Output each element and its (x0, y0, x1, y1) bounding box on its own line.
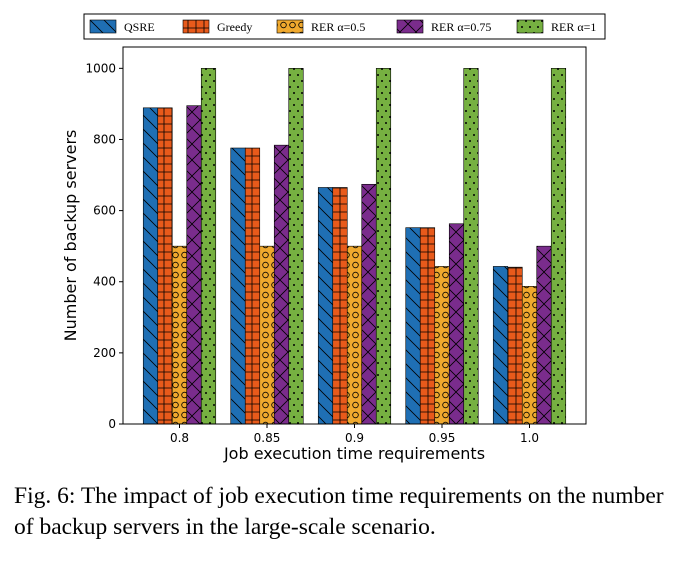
bar-hatch (200, 68, 217, 425)
y-tick-label: 600 (93, 204, 116, 218)
plot-area: 0 200 400 600 800 1000 0.8 0.85 0.9 0.95 1.0 (85, 46, 587, 445)
legend-swatch-hatch (182, 19, 210, 34)
bar-hatch (142, 107, 159, 425)
bar-hatch (244, 147, 261, 425)
bar-hatch (171, 245, 188, 425)
bar-hatch (317, 187, 334, 425)
x-tick-label: 0.8 (170, 431, 189, 445)
bar-hatch (332, 187, 348, 425)
bar-hatch (463, 68, 479, 425)
x-tick-label: 1.0 (520, 431, 539, 445)
bar-hatch (259, 245, 275, 425)
y-tick-label: 0 (108, 417, 116, 431)
bar-hatch (536, 245, 552, 425)
bar-hatch (419, 227, 436, 425)
bar-hatch (361, 183, 377, 425)
bar-chart: QSRE Greedy RER α=0.5 RER α=0.75 RER α=1 0 20… (61, 13, 606, 463)
bar-hatch (157, 107, 173, 425)
bar-hatch (550, 68, 567, 425)
bar-hatch (507, 266, 523, 425)
y-tick-label: 800 (93, 132, 116, 146)
bar-hatch (521, 286, 538, 425)
bar-hatch (448, 223, 465, 425)
y-tick-label: 400 (93, 275, 116, 289)
legend-swatch-hatch (276, 19, 304, 34)
bar-hatch (346, 245, 363, 425)
bar-hatch (405, 227, 421, 425)
legend-swatch-hatch (89, 19, 117, 34)
legend-label: RER α=1 (551, 20, 596, 34)
legend-label: Greedy (217, 20, 252, 34)
bar-hatch (375, 68, 392, 425)
figure-caption: Fig. 6: The impact of job execution time… (14, 483, 664, 540)
bar-hatch (186, 105, 202, 425)
legend-swatch-hatch (396, 19, 424, 34)
legend-label: RER α=0.75 (431, 20, 491, 34)
x-tick-label: 0.95 (429, 431, 456, 445)
y-axis-label: Number of backup servers (61, 130, 80, 342)
x-tick-label: 0.85 (254, 431, 281, 445)
bar-hatch (288, 68, 304, 425)
legend-label: RER α=0.5 (311, 20, 365, 34)
y-tick-label: 1000 (85, 61, 116, 75)
legend-label: QSRE (124, 20, 155, 34)
bar-hatch (492, 266, 509, 425)
x-tick-label: 0.9 (345, 431, 364, 445)
bar-hatch (434, 266, 450, 425)
y-tick-label: 200 (93, 346, 116, 360)
x-axis-label: Job execution time requirements (223, 444, 485, 463)
legend: QSRE Greedy RER α=0.5 RER α=0.75 RER α=1 (83, 13, 606, 40)
legend-swatch-hatch (516, 19, 544, 34)
bar-hatch (230, 147, 246, 425)
bar-hatch (273, 144, 290, 425)
